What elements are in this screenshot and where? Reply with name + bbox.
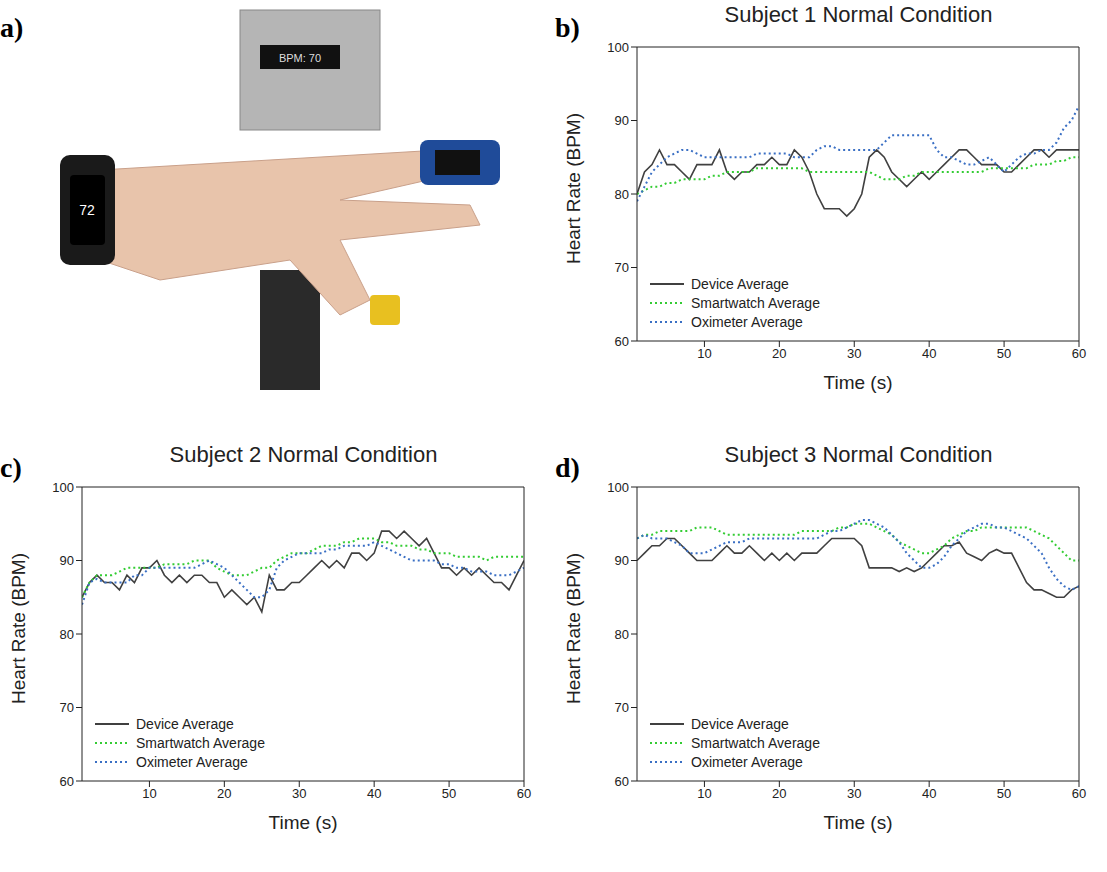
svg-text:Time (s): Time (s) — [824, 812, 893, 833]
svg-text:80: 80 — [615, 627, 629, 642]
html-text:Oximeter Average: Oximeter Average — [691, 313, 803, 330]
svg-text:60: 60 — [615, 774, 629, 789]
svg-text:30: 30 — [292, 786, 306, 801]
html-text:Smartwatch Average: Smartwatch Average — [691, 294, 820, 311]
svg-text:100: 100 — [52, 480, 74, 495]
svg-text:60: 60 — [517, 786, 531, 801]
html-text:c): c) — [0, 452, 22, 483]
svg-text:60: 60 — [615, 334, 629, 349]
svg-text:Time (s): Time (s) — [824, 372, 893, 393]
html-text:a): a) — [0, 12, 24, 43]
html-text:d): d) — [555, 452, 580, 483]
svg-text:10: 10 — [142, 786, 156, 801]
svg-text:90: 90 — [615, 113, 629, 128]
svg-text:70: 70 — [615, 700, 629, 715]
svg-text:Heart Rate (BPM): Heart Rate (BPM) — [563, 113, 584, 264]
svg-text:50: 50 — [442, 786, 456, 801]
html-text:Subject 3 Normal Condition: Subject 3 Normal Condition — [724, 442, 993, 467]
svg-text:10: 10 — [697, 346, 711, 361]
svg-text:40: 40 — [367, 786, 381, 801]
svg-text:40: 40 — [922, 346, 936, 361]
html-text:Device Average: Device Average — [136, 715, 234, 732]
svg-text:70: 70 — [60, 700, 74, 715]
svg-text:BPM: 70: BPM: 70 — [279, 52, 321, 64]
svg-text:90: 90 — [60, 553, 74, 568]
svg-text:30: 30 — [847, 346, 861, 361]
svg-text:100: 100 — [607, 40, 629, 55]
svg-text:40: 40 — [922, 786, 936, 801]
svg-text:20: 20 — [772, 346, 786, 361]
svg-text:100: 100 — [607, 480, 629, 495]
html-text:b): b) — [555, 12, 580, 43]
html-text:Oximeter Average: Oximeter Average — [136, 753, 248, 770]
svg-text:Heart Rate (BPM): Heart Rate (BPM) — [563, 553, 584, 704]
svg-text:Heart Rate (BPM): Heart Rate (BPM) — [8, 553, 29, 704]
svg-text:60: 60 — [1072, 346, 1086, 361]
svg-text:80: 80 — [60, 627, 74, 642]
html-text:Subject 2 Normal Condition: Subject 2 Normal Condition — [169, 442, 438, 467]
svg-text:10: 10 — [697, 786, 711, 801]
html-text:Device Average: Device Average — [691, 275, 789, 292]
svg-text:90: 90 — [615, 553, 629, 568]
svg-text:60: 60 — [60, 774, 74, 789]
html-text:Oximeter Average: Oximeter Average — [691, 753, 803, 770]
svg-text:50: 50 — [997, 786, 1011, 801]
svg-text:20: 20 — [772, 786, 786, 801]
svg-text:72: 72 — [79, 202, 95, 218]
svg-text:20: 20 — [217, 786, 231, 801]
html-text:Smartwatch Average: Smartwatch Average — [136, 734, 265, 751]
svg-text:Time (s): Time (s) — [269, 812, 338, 833]
html-text:Smartwatch Average: Smartwatch Average — [691, 734, 820, 751]
svg-text:60: 60 — [1072, 786, 1086, 801]
html-text:Subject 1 Normal Condition: Subject 1 Normal Condition — [724, 2, 993, 27]
svg-text:30: 30 — [847, 786, 861, 801]
svg-text:50: 50 — [997, 346, 1011, 361]
html-text:Device Average: Device Average — [691, 715, 789, 732]
svg-text:80: 80 — [615, 187, 629, 202]
svg-text:70: 70 — [615, 260, 629, 275]
